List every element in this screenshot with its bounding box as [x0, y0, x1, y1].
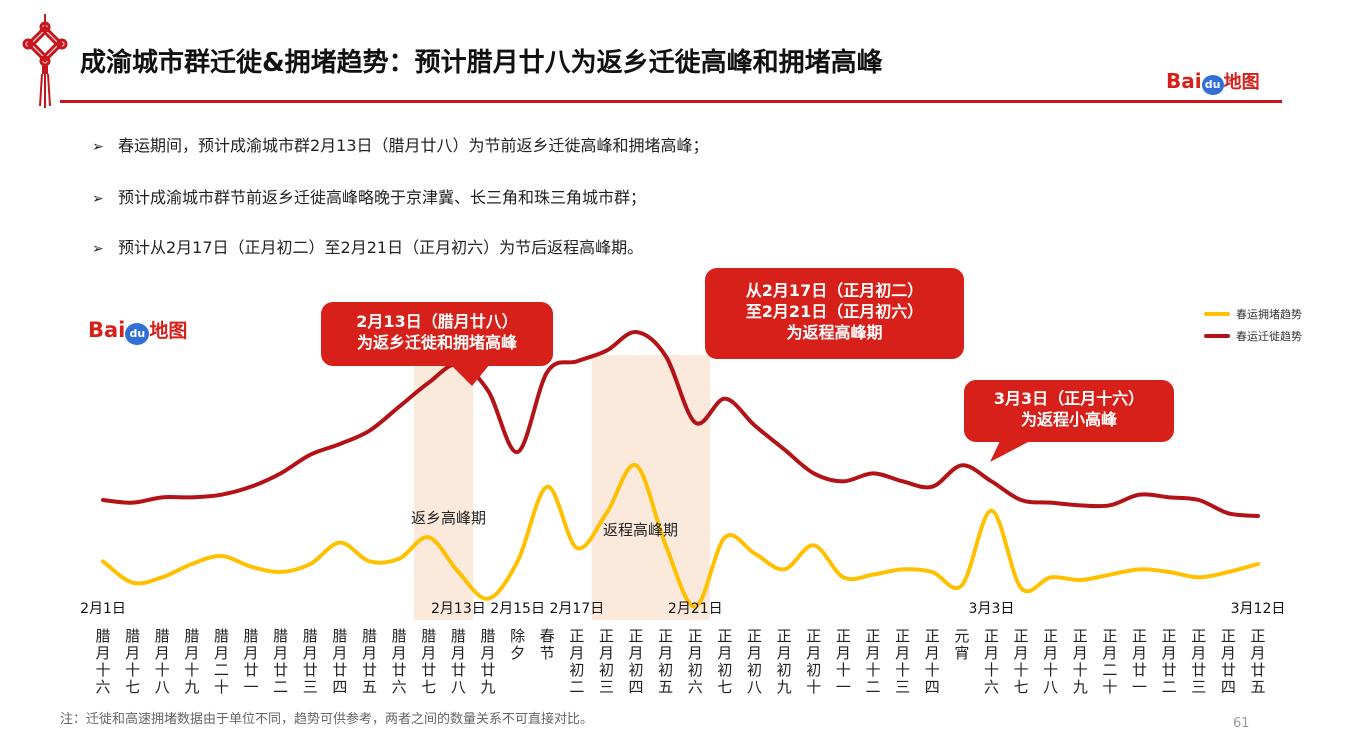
callout-peak-small: 3月3日（正月十六） 为返程小高峰: [964, 380, 1174, 442]
lunar-date-label: 正月十二: [865, 627, 881, 696]
lunar-date-label: 春节: [539, 627, 555, 662]
lunar-date-label: 腊月廿四: [332, 627, 348, 696]
page-title: 成渝城市群迁徙&拥堵趋势：预计腊月廿八为返乡迁徙高峰和拥堵高峰: [80, 48, 883, 78]
x-tick-label: 3月3日: [968, 601, 1015, 617]
bullet-item: ➢ 预计成渝城市群节前返乡迁徙高峰略晚于京津冀、长三角和珠三角城市群；: [92, 188, 647, 207]
lunar-date-label: 腊月廿七: [421, 627, 437, 696]
lunar-date-label: 正月初六: [687, 627, 703, 696]
footnote: 注：迁徙和高速拥堵数据由于单位不同，趋势可供参考，两者之间的数量关系不可直接对比…: [60, 712, 594, 727]
lunar-date-label: 腊月十九: [184, 627, 200, 696]
lunar-date-label: 正月廿二: [1161, 627, 1177, 696]
bullet-item: ➢ 预计从2月17日（正月初二）至2月21日（正月初六）为节后返程高峰期。: [92, 238, 644, 257]
lunar-date-label: 腊月廿九: [480, 627, 496, 696]
lunar-date-label: 正月十一: [835, 627, 851, 696]
lunar-date-label: 腊月十六: [95, 627, 111, 696]
lunar-date-label: 正月廿五: [1250, 627, 1266, 696]
lunar-date-label: 正月十八: [1043, 627, 1059, 696]
lunar-date-label: 正月十四: [924, 627, 940, 696]
lunar-date-label: 正月初七: [717, 627, 733, 696]
chart-legend: 春运拥堵趋势 春运迁徙趋势: [1204, 303, 1302, 347]
callout-peak-return: 从2月17日（正月初二） 至2月21日（正月初六） 为返程高峰期: [705, 268, 964, 359]
bullet-arrow-icon: ➢: [92, 191, 104, 207]
lunar-date-label: 正月初二: [569, 627, 585, 696]
callout-peak-home: 2月13日（腊月廿八） 为返乡迁徙和拥堵高峰: [321, 302, 553, 366]
callout-pointer-small: [990, 441, 1030, 462]
lunar-date-label: 正月初九: [776, 627, 792, 696]
lunar-date-label: 腊月廿三: [302, 627, 318, 696]
period-label-return: 返程高峰期: [603, 521, 679, 539]
lunar-date-label: 正月十六: [983, 627, 999, 696]
x-tick-label: 3月12日: [1230, 601, 1286, 617]
lunar-date-label: 除夕: [510, 627, 526, 662]
lunar-date-label: 腊月廿一: [243, 627, 259, 696]
callout-pointer-home: [450, 364, 490, 386]
bullet-arrow-icon: ➢: [92, 241, 104, 257]
shaded-period-1: [591, 355, 711, 620]
series-line-congestion: [101, 463, 1260, 609]
paw-icon: du: [125, 323, 150, 345]
period-label-home: 返乡高峰期: [411, 509, 487, 527]
paw-icon: du: [1201, 75, 1224, 95]
page-number: 61: [1233, 716, 1250, 731]
title-divider: [60, 100, 1282, 103]
x-tick-label: 2月1日: [80, 601, 126, 617]
lunar-date-label: 正月十七: [1013, 627, 1029, 696]
x-tick-label: 2月13日: [431, 601, 486, 617]
lunar-date-label: 正月廿三: [1191, 627, 1207, 696]
lunar-date-label: 正月初十: [806, 627, 822, 696]
x-tick-label: 2月21日: [667, 601, 723, 617]
lunar-date-label: 腊月廿二: [273, 627, 289, 696]
lunar-date-label: 元宵: [954, 627, 970, 662]
lunar-date-label: 正月初三: [598, 627, 614, 696]
chinese-knot-icon: [22, 14, 68, 108]
x-tick-label: 2月15日: [490, 601, 545, 617]
lunar-date-label: 正月廿一: [1132, 627, 1148, 696]
bullet-item: ➢ 春运期间，预计成渝城市群2月13日（腊月廿八）为节前返乡迁徙高峰和拥堵高峰；: [92, 136, 709, 155]
lunar-date-label: 腊月十七: [125, 627, 141, 696]
series-line-migration: [101, 330, 1260, 518]
legend-swatch: [1204, 334, 1230, 338]
baidu-map-logo-header: Bai du 地图: [1166, 69, 1260, 95]
lunar-date-label: 腊月十八: [154, 627, 170, 696]
legend-swatch: [1204, 312, 1230, 316]
x-tick-label: 2月17日: [549, 601, 605, 617]
bullet-arrow-icon: ➢: [92, 139, 104, 155]
lunar-date-label: 正月廿四: [1220, 627, 1236, 696]
lunar-date-label: 腊月廿八: [450, 627, 466, 696]
lunar-date-label: 正月初四: [628, 627, 644, 696]
lunar-date-label: 正月初五: [658, 627, 674, 696]
lunar-date-label: 腊月廿六: [391, 627, 407, 696]
lunar-date-label: 正月十九: [1072, 627, 1088, 696]
lunar-date-label: 正月初八: [747, 627, 763, 696]
baidu-map-logo-chart: Bai du 地图: [88, 316, 187, 345]
lunar-date-label: 正月二十: [1102, 627, 1118, 696]
legend-item-migration: 春运迁徙趋势: [1204, 325, 1302, 347]
lunar-date-label: 腊月二十: [213, 627, 229, 696]
legend-item-congestion: 春运拥堵趋势: [1204, 303, 1302, 325]
lunar-date-label: 正月十三: [895, 627, 911, 696]
lunar-date-label: 腊月廿五: [362, 627, 378, 696]
